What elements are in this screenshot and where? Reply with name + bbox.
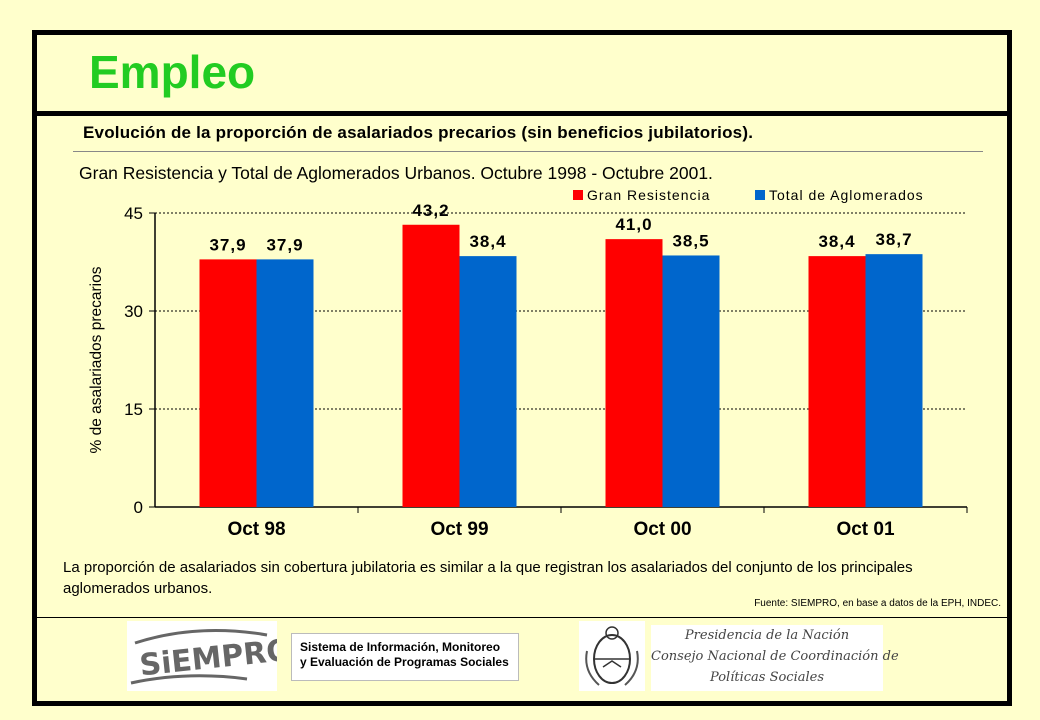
bar-total-aglomerados <box>662 255 720 507</box>
legend-label: Total de Aglomerados <box>769 187 924 203</box>
bar-chart: 0 15 30 45 % de asalariados precarios 37,9 37,… <box>88 187 968 540</box>
y-tick-label: 30 <box>124 302 143 321</box>
chart-subtitle: Gran Resistencia y Total de Aglomerados … <box>79 163 713 183</box>
bar-gran-resistencia <box>199 259 257 507</box>
chart-heading: Evolución de la proporción de asalariado… <box>83 123 754 142</box>
title-bar: Empleo <box>37 35 1007 116</box>
bar-total-aglomerados <box>256 259 314 507</box>
presidencia-logo: Presidencia de la Nación Consejo Naciona… <box>651 625 899 691</box>
y-tick-label: 0 <box>134 498 143 517</box>
data-label: 37,9 <box>209 235 246 254</box>
bar-gran-resistencia <box>402 224 460 507</box>
y-axis-label: % de asalariados precarios <box>88 266 105 453</box>
data-label: 41,0 <box>615 215 652 234</box>
y-tick-label: 45 <box>124 204 143 223</box>
bar-total-aglomerados <box>865 254 923 507</box>
x-tick-label: Oct 01 <box>836 519 895 540</box>
footnote-text: La proporción de asalariados sin cobertu… <box>63 559 913 597</box>
legend-swatch <box>573 190 583 200</box>
data-label: 38,4 <box>818 232 855 251</box>
legend-swatch <box>755 190 765 200</box>
sistema-logo-line2: y Evaluación de Programas Sociales <box>300 655 509 669</box>
x-tick-label: Oct 00 <box>633 519 691 540</box>
data-label: 37,9 <box>266 235 303 254</box>
legend-label: Gran Resistencia <box>587 187 710 203</box>
data-label: 43,2 <box>412 201 449 220</box>
footer-divider <box>37 617 1007 618</box>
data-label: 38,4 <box>469 232 506 251</box>
data-label: 38,7 <box>875 230 912 249</box>
heading-divider <box>73 151 983 152</box>
page-title: Empleo <box>89 46 256 98</box>
presidencia-line2: Consejo Nacional de Coordinación de <box>651 649 899 664</box>
x-tick-label: Oct 99 <box>430 519 488 540</box>
slide-frame: Empleo Evolución de la proporción de asa… <box>32 30 1012 706</box>
siempro-logo: SiEMPRO <box>127 621 294 691</box>
x-tick-label: Oct 98 <box>227 519 285 540</box>
siempro-logo-text: SiEMPRO <box>138 633 277 684</box>
sistema-logo-line1: Sistema de Información, Monitoreo <box>300 640 501 654</box>
bar-gran-resistencia <box>605 239 663 507</box>
presidencia-line1: Presidencia de la Nación <box>684 628 850 643</box>
presidencia-line3: Políticas Sociales <box>709 670 825 685</box>
bar-gran-resistencia <box>808 256 866 507</box>
source-text: Fuente: SIEMPRO, en base a datos de la E… <box>754 598 1001 609</box>
data-label: 38,5 <box>672 231 709 250</box>
national-shield-icon <box>579 621 645 691</box>
sistema-logo: Sistema de Información, Monitoreo y Eval… <box>291 633 519 681</box>
bar-total-aglomerados <box>459 256 517 507</box>
y-tick-label: 15 <box>124 400 143 419</box>
